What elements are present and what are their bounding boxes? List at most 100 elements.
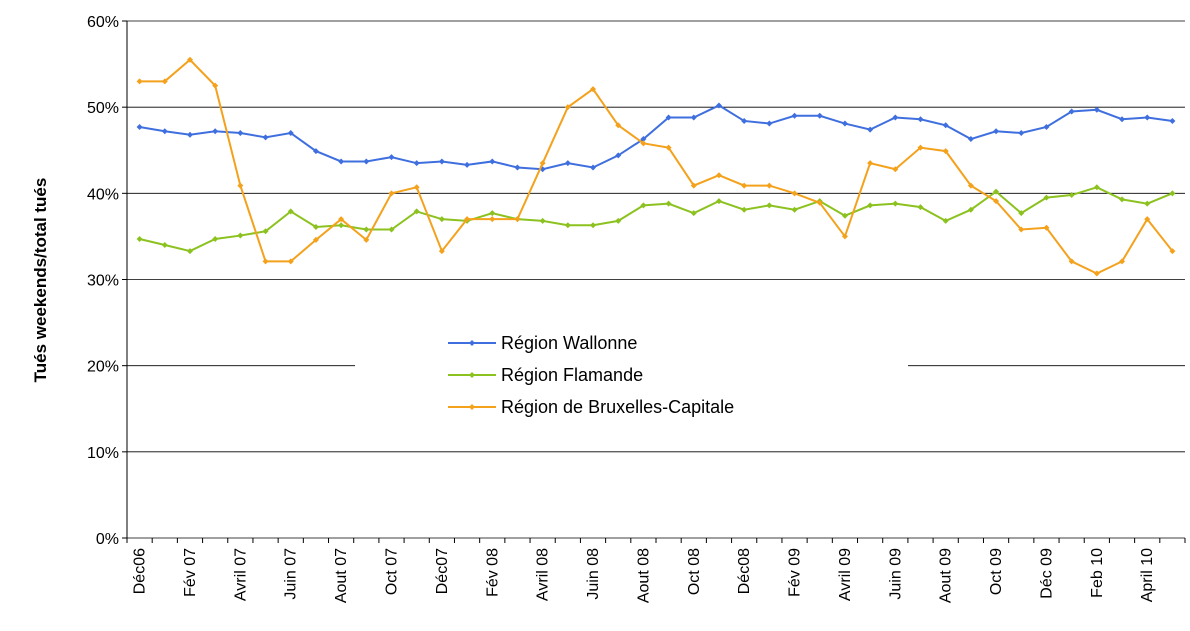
data-point <box>312 223 319 230</box>
data-point <box>1169 248 1176 255</box>
data-point <box>942 122 949 129</box>
data-point <box>1144 200 1151 207</box>
data-point <box>993 128 1000 135</box>
data-point <box>186 248 193 255</box>
data-point <box>917 204 924 211</box>
data-point <box>1144 114 1151 121</box>
data-point <box>388 154 395 161</box>
data-point <box>741 117 748 124</box>
x-tick-label: Oct 07 <box>384 548 401 595</box>
data-point <box>136 123 143 130</box>
legend-label: Région de Bruxelles-Capitale <box>501 397 734 417</box>
data-point <box>816 112 823 119</box>
series-line <box>139 186 1173 253</box>
data-point <box>312 148 319 155</box>
data-point <box>1068 258 1075 265</box>
data-point <box>388 190 395 197</box>
data-point <box>287 208 294 215</box>
x-tick-label: Déc07 <box>434 548 451 594</box>
x-tick-label: Avril 07 <box>232 548 249 601</box>
data-point <box>867 126 874 133</box>
data-point <box>438 158 445 165</box>
legend-marker <box>469 340 475 346</box>
data-point <box>464 216 471 223</box>
legend-label: Région Flamande <box>501 365 643 385</box>
data-point <box>590 86 597 93</box>
data-point <box>489 158 496 165</box>
data-point <box>237 130 244 137</box>
data-point <box>1093 270 1100 277</box>
data-point <box>1043 224 1050 231</box>
data-point <box>917 116 924 123</box>
y-tick-label: 50% <box>87 100 119 117</box>
data-point <box>715 198 722 205</box>
data-point <box>892 166 899 173</box>
x-tick-label: Oct 09 <box>988 548 1005 595</box>
data-point <box>1119 196 1126 203</box>
data-point <box>1068 108 1075 115</box>
data-point <box>1093 106 1100 113</box>
data-point <box>715 172 722 179</box>
x-tick-label: Aout 09 <box>938 548 955 603</box>
data-point <box>312 236 319 243</box>
data-point <box>413 184 420 191</box>
data-point <box>741 182 748 189</box>
data-point <box>841 212 848 219</box>
data-point <box>766 182 773 189</box>
data-point <box>287 258 294 265</box>
data-point <box>212 82 219 89</box>
data-point <box>590 164 597 171</box>
data-point <box>640 136 647 143</box>
data-point <box>1068 192 1075 199</box>
data-point <box>917 144 924 151</box>
x-tick-label: Fév 08 <box>484 548 501 597</box>
legend-box <box>355 318 908 428</box>
data-point <box>539 160 546 167</box>
x-tick-label: Feb 10 <box>1089 548 1106 598</box>
data-point <box>665 200 672 207</box>
data-point <box>464 161 471 168</box>
data-point <box>1018 130 1025 137</box>
data-point <box>690 210 697 217</box>
data-point <box>791 206 798 213</box>
y-tick-label: 10% <box>87 445 119 462</box>
data-point <box>338 158 345 165</box>
data-point <box>841 120 848 127</box>
data-point <box>867 160 874 167</box>
data-point <box>967 136 974 143</box>
data-point <box>438 248 445 255</box>
data-point <box>665 114 672 121</box>
data-point <box>791 112 798 119</box>
x-tick-label: Oct 08 <box>686 548 703 595</box>
data-point <box>338 222 345 229</box>
data-point <box>262 228 269 235</box>
series-line <box>139 58 1174 275</box>
data-point <box>287 130 294 137</box>
x-tick-label: Déc 09 <box>1038 548 1055 599</box>
data-point <box>615 122 622 129</box>
y-axis-title: Tués weekends/total tués <box>31 178 50 383</box>
y-tick-label: 60% <box>87 14 119 31</box>
data-point <box>766 120 773 127</box>
data-point <box>993 198 1000 205</box>
data-point <box>237 232 244 239</box>
data-point <box>161 128 168 135</box>
x-tick-label: Déc08 <box>736 548 753 594</box>
data-point <box>615 217 622 224</box>
data-point <box>715 102 722 109</box>
data-point <box>967 206 974 213</box>
data-point <box>1093 184 1100 191</box>
data-point <box>1043 194 1050 201</box>
data-point <box>615 152 622 159</box>
data-point <box>161 242 168 249</box>
data-point <box>590 222 597 229</box>
data-point <box>1043 123 1050 130</box>
x-tick-label: Juin 08 <box>585 548 602 600</box>
data-point <box>262 134 269 141</box>
data-point <box>262 258 269 265</box>
legend-marker <box>469 372 475 378</box>
y-tick-label: 20% <box>87 359 119 376</box>
data-point <box>1169 190 1176 197</box>
data-point <box>942 148 949 155</box>
data-point <box>539 217 546 224</box>
